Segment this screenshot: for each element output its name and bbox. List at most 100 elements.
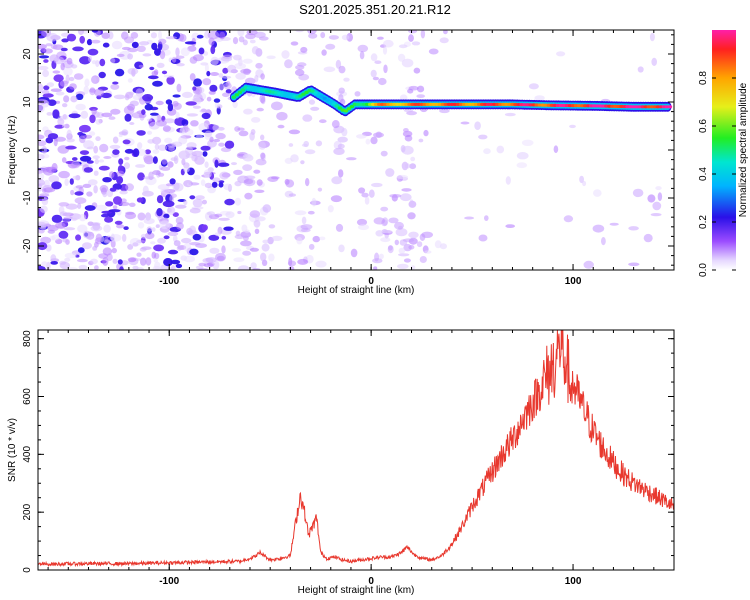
noise-blob [249,39,256,44]
noise-blob [478,134,488,140]
noise-blob [91,39,101,44]
ridge-core [643,105,648,109]
ridge-core [634,105,639,109]
noise-blob [77,224,88,233]
noise-blob [260,252,267,262]
noise-blob [474,121,481,130]
noise-blob [142,53,152,57]
noise-blob [98,165,110,171]
y-tick-label: 20 [22,48,33,60]
noise-blob [118,158,124,166]
noise-blob [563,215,574,223]
noise-blob [95,204,107,211]
noise-blob [370,53,378,62]
y-tick-label: -20 [22,238,33,253]
noise-blob [192,233,202,241]
noise-blob [196,34,204,39]
noise-blob [403,108,414,113]
noise-blob [398,44,408,49]
noise-blob [63,216,73,220]
noise-blob [341,34,350,41]
noise-blob [297,258,309,265]
noise-blob [55,100,61,104]
ridge-core [498,102,503,106]
noise-blob [145,257,152,266]
noise-blob [104,216,114,223]
noise-blob [214,159,219,168]
noise-blob [288,129,301,135]
ridge-core [464,102,470,106]
noise-blob [41,197,49,206]
noise-blob [170,259,181,265]
noise-blob [74,197,87,204]
noise-blob [361,192,369,198]
noise-blob [160,166,171,171]
noise-blob [223,226,234,231]
noise-blob [82,134,93,139]
noise-blob [112,136,119,144]
noise-blob [42,93,54,98]
noise-blob [253,169,261,174]
noise-blob [245,77,256,85]
noise-blob [582,180,587,187]
noise-blob [325,43,336,50]
noise-blob [399,239,408,246]
noise-blob [144,103,153,111]
noise-blob [63,67,73,76]
noise-blob [267,176,279,183]
noise-blob [423,129,429,137]
noise-blob [484,215,489,222]
noise-blob [175,216,184,225]
noise-blob [158,144,168,151]
noise-blob [372,76,379,81]
noise-blob [91,76,97,84]
noise-blob [365,138,371,145]
snr-marks [38,330,674,568]
noise-blob [152,156,158,164]
noise-blob [66,57,73,65]
noise-blob [202,199,207,205]
noise-blob [601,237,606,246]
ridge-core [664,105,670,109]
noise-blob [163,258,173,267]
noise-blob [144,149,151,155]
noise-blob [84,205,96,211]
noise-blob [114,68,125,77]
colorbar-tick-label: 0.4 [698,167,709,181]
noise-blob [82,183,92,188]
ridge-core [349,104,355,109]
noise-blob [58,202,70,207]
noise-blob [193,78,203,87]
noise-blob [116,170,125,177]
noise-blob [331,120,340,129]
noise-blob [72,157,78,161]
noise-blob [150,241,156,245]
noise-blob [238,36,245,43]
noise-blob [246,153,252,159]
noise-blob [382,46,388,55]
noise-blob [90,225,103,232]
noise-blob [202,78,212,86]
noise-blob [171,56,177,63]
noise-blob [82,242,92,250]
noise-blob [185,101,197,106]
noise-blob [64,178,69,186]
noise-blob [189,248,199,256]
noise-blob [170,157,178,162]
ridge-core [649,105,654,109]
noise-blob [221,245,226,254]
noise-blob [196,134,203,139]
x-tick-label: -100 [159,576,179,587]
noise-blob [643,233,653,243]
noise-blob [301,143,308,147]
noise-blob [187,182,192,187]
noise-blob [416,241,423,248]
noise-blob [255,62,263,69]
noise-blob [105,201,114,207]
noise-blob [89,88,96,93]
noise-blob [221,75,232,79]
noise-blob [118,133,123,138]
noise-blob [401,188,412,192]
noise-blob [288,193,296,197]
noise-blob [208,37,215,46]
